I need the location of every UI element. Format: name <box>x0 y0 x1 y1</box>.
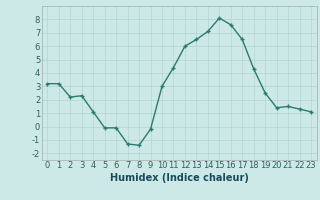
X-axis label: Humidex (Indice chaleur): Humidex (Indice chaleur) <box>110 173 249 183</box>
